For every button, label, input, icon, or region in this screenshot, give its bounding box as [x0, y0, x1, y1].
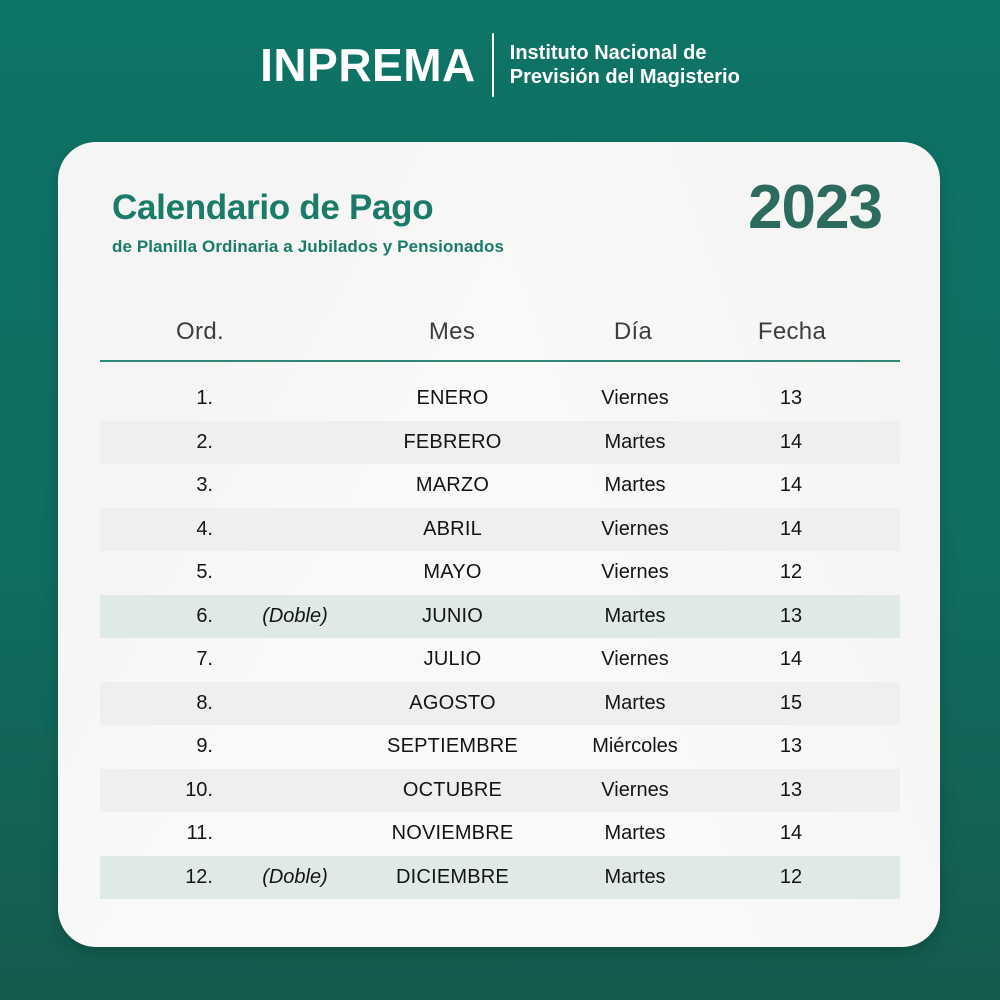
mes-cell: NOVIEMBRE [391, 822, 514, 845]
dia-cell: Martes [604, 691, 666, 714]
dia-cell: Miércoles [592, 735, 678, 758]
fecha-cell: 13 [779, 735, 803, 758]
ord-cell: 8. [196, 691, 213, 714]
mes-cell: DICIEMBRE [396, 865, 509, 888]
table-row: 8. AGOSTO Martes 15 [100, 681, 900, 725]
fecha-cell: 14 [779, 474, 803, 497]
dia-cell: Martes [604, 865, 666, 888]
table-row: 2. FEBRERO Martes 14 [100, 420, 900, 464]
mes-cell: MAYO [423, 561, 482, 584]
inprema-logo: INPREMA [260, 39, 476, 91]
table-row: 11. NOVIEMBRE Martes 14 [100, 812, 900, 856]
fecha-cell: 13 [779, 387, 803, 410]
note-cell: (Doble) [262, 604, 328, 627]
calendar-card: Calendario de Pago de Planilla Ordinaria… [58, 142, 940, 947]
mes-cell: FEBRERO [403, 430, 502, 453]
fecha-cell: 13 [779, 604, 803, 627]
dia-cell: Martes [604, 430, 666, 453]
brand-header: INPREMA Instituto Nacional de Previsión … [0, 26, 1000, 104]
fecha-cell: 14 [779, 822, 803, 845]
brand-divider [491, 33, 494, 97]
column-header-ord: Ord. [176, 318, 224, 345]
mes-cell: OCTUBRE [402, 778, 503, 801]
dia-cell: Martes [604, 474, 666, 497]
ord-cell: 5. [196, 561, 213, 584]
fecha-cell: 14 [779, 517, 803, 540]
mes-cell: ENERO [416, 387, 489, 410]
table-header-row: Ord. Mes Día Fecha [100, 318, 900, 354]
table-row: 3. MARZO Martes 14 [100, 464, 900, 508]
fecha-cell: 13 [779, 778, 803, 801]
page-title: Calendario de Pago [112, 188, 434, 227]
year-label: 2023 [748, 173, 883, 242]
mes-cell: SEPTIEMBRE [387, 735, 518, 758]
page-subtitle: de Planilla Ordinaria a Jubilados y Pens… [112, 237, 505, 256]
column-header-dia: Día [613, 318, 653, 345]
ord-cell: 11. [186, 822, 213, 845]
fecha-cell: 12 [779, 865, 803, 888]
table-body: 1. ENERO Viernes 13 2. FEBRERO Martes 14… [100, 377, 900, 899]
mes-cell: AGOSTO [409, 691, 496, 714]
ord-cell: 10. [185, 778, 213, 801]
brand-org-name: Instituto Nacional de Previsión del Magi… [510, 41, 740, 90]
header-rule [100, 360, 900, 362]
table-row: 12. (Doble) DICIEMBRE Martes 12 [100, 855, 900, 899]
note-cell: (Doble) [262, 865, 328, 888]
brand-org-line1: Instituto Nacional de [509, 41, 707, 64]
table-row: 6. (Doble) JUNIO Martes 13 [100, 594, 900, 638]
table-row: 9. SEPTIEMBRE Miércoles 13 [100, 725, 900, 769]
payment-table: Ord. Mes Día Fecha 1. ENERO Viernes 13 2… [100, 142, 900, 947]
table-row: 4. ABRIL Viernes 14 [100, 507, 900, 551]
ord-cell: 9. [196, 735, 213, 758]
fecha-cell: 14 [779, 430, 803, 453]
table-row: 1. ENERO Viernes 13 [100, 377, 900, 421]
ord-cell: 3. [196, 474, 213, 497]
dia-cell: Viernes [601, 387, 669, 410]
ord-cell: 1. [196, 387, 213, 410]
dia-cell: Martes [604, 822, 666, 845]
ord-cell: 7. [196, 648, 213, 671]
dia-cell: Martes [604, 604, 666, 627]
ord-cell: 2. [196, 430, 213, 453]
title-block: Calendario de Pago de Planilla Ordinaria… [112, 188, 504, 257]
table-row: 5. MAYO Viernes 12 [100, 551, 900, 595]
fecha-cell: 15 [779, 691, 803, 714]
mes-cell: JULIO [423, 648, 482, 671]
dia-cell: Viernes [601, 648, 669, 671]
mes-cell: JUNIO [422, 604, 483, 627]
mes-cell: MARZO [415, 474, 490, 497]
table-row: 7. JULIO Viernes 14 [100, 638, 900, 682]
ord-cell: 12. [185, 865, 213, 888]
brand-org-line2: Previsión del Magisterio [509, 66, 740, 88]
ord-cell: 6. [196, 604, 213, 627]
column-header-mes: Mes [428, 318, 476, 345]
dia-cell: Viernes [601, 517, 669, 540]
ord-cell: 4. [196, 517, 213, 540]
mes-cell: ABRIL [423, 517, 482, 540]
fecha-cell: 12 [779, 561, 803, 584]
dia-cell: Viernes [601, 561, 669, 584]
dia-cell: Viernes [601, 778, 669, 801]
column-header-fecha: Fecha [757, 318, 827, 345]
fecha-cell: 14 [779, 648, 803, 671]
table-row: 10. OCTUBRE Viernes 13 [100, 768, 900, 812]
